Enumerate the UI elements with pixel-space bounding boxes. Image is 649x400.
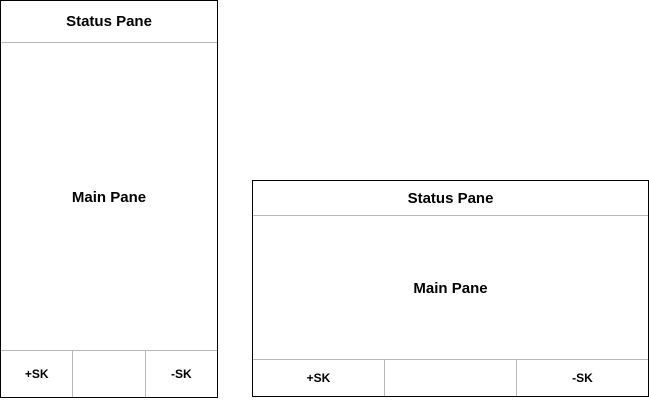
softkey-bar: +SK -SK [1,350,217,397]
status-pane: Status Pane [1,1,217,43]
positive-softkey[interactable]: +SK [24,367,49,381]
main-pane: Main Pane [71,188,147,206]
portrait-screen: Status Pane Main Pane +SK -SK [0,0,218,398]
positive-softkey[interactable]: +SK [306,371,331,385]
middle-softkey[interactable] [72,351,144,397]
middle-softkey[interactable] [384,360,516,396]
negative-softkey[interactable]: -SK [144,351,217,397]
main-pane: Main Pane [413,279,488,297]
negative-softkey[interactable]: -SK [516,360,648,396]
softkey-bar: +SK -SK [253,359,648,396]
landscape-screen: Status Pane Main Pane +SK -SK [252,180,649,397]
status-pane: Status Pane [253,181,648,216]
